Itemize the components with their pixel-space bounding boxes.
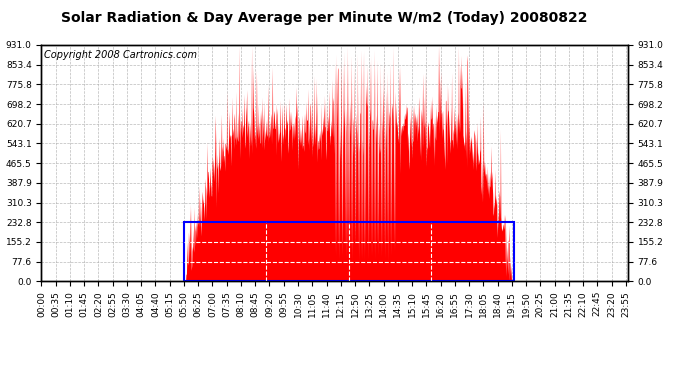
Bar	[184, 222, 514, 281]
Text: Solar Radiation & Day Average per Minute W/m2 (Today) 20080822: Solar Radiation & Day Average per Minute…	[61, 11, 588, 25]
Text: Copyright 2008 Cartronics.com: Copyright 2008 Cartronics.com	[44, 50, 197, 60]
